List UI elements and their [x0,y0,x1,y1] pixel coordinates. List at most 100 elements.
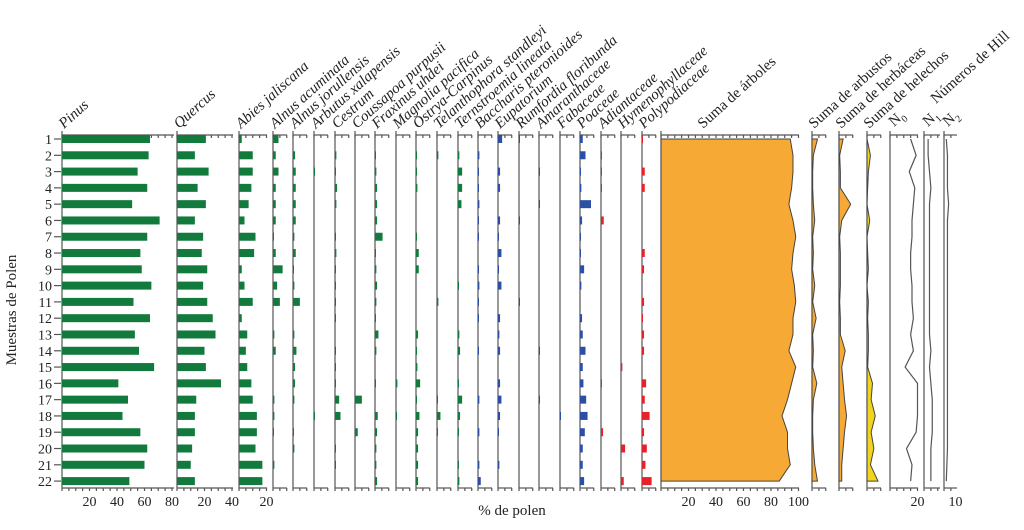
column-pinus-bar [62,411,123,420]
column-alnus-jorullensis-bar [293,200,296,209]
column-ostrya-carpinus-bar [416,428,419,437]
column-amaranthaceae-bar [539,346,540,355]
column-quercus-bar [177,460,191,469]
sum-0-area [660,138,797,482]
column-eupatorium-bar [498,249,502,258]
column-rumfordia-floribunda-bar [519,297,520,306]
column-pinus-label: Pinus [55,97,92,133]
column-ternstroemia-lineata-bar [458,460,459,469]
column-polypodiaceae-bar [642,330,645,339]
column-ostrya-carpinus-bar [416,265,419,274]
column-pinus-bar [62,249,141,258]
column-pinus-bar [62,297,134,306]
column-abies-jaliscana-bar [239,477,263,486]
column-pinus-bar [62,232,148,241]
column-alnus-acuminata-bar [273,428,274,437]
column-quercus-bar [177,151,195,160]
column-quercus-bar [177,265,208,274]
column-alnus-jorullensis-bar [293,183,296,192]
column-abies-jaliscana-bar [239,216,245,225]
column-quercus-bar [177,249,202,258]
column-eupatorium-bar [498,330,500,339]
column-hymenophyllaceae-bar [621,477,624,486]
y-axis-label: Muestras de Polen [4,254,20,365]
sample-label: 17 [38,394,52,409]
column-cestrum-bar [335,265,336,274]
column-alnus-acuminata-bar [273,395,275,404]
column-ostrya-carpinus-bar [416,363,418,372]
column-abies-jaliscana-bar [239,346,246,355]
column-polypodiaceae-bar [642,249,645,258]
hill-n2-label: N2 [940,107,964,132]
column-alnus-acuminata-bar [273,183,276,192]
column-abies-jaliscana-bar [239,460,263,469]
column-eupatorium-bar [498,379,501,388]
column-quercus-bar [177,379,221,388]
column-baccharis-pteronioides-bar [478,151,480,160]
sample-label: 5 [45,198,52,213]
column-poaceae-bar [580,200,591,209]
column-fraxinus-uhdei-bar [375,411,378,420]
column-poaceae-bar [580,167,581,176]
column-alnus-jorullensis-bar [293,297,300,306]
column-poaceae-bar [580,314,583,323]
column-pinus-bar [62,200,133,209]
tick-label: 20 [911,495,925,510]
column-poaceae-bar [580,151,586,160]
tick-label: 20 [83,495,97,510]
column-quercus-bar [177,314,213,323]
column-baccharis-pteronioides-bar [478,297,479,306]
column-quercus-bar [177,297,208,306]
column-abies-jaliscana-bar [239,183,252,192]
tick-label: 40 [225,495,239,510]
column-ternstroemia-lineata-bar [458,330,460,339]
column-abies-jaliscana-bar [239,428,257,437]
column-quercus-bar [177,167,209,176]
column-quercus-bar [177,363,206,372]
column-baccharis-pteronioides-bar [478,428,480,437]
column-quercus-bar [177,135,206,143]
column-eupatorium-bar [498,411,501,420]
sample-label: 2 [45,149,52,164]
column-baccharis-pteronioides-bar [478,460,480,469]
column-quercus-bar [177,444,193,453]
column-ternstroemia-lineata-bar [458,183,463,192]
column-pinus-bar [62,314,150,323]
column-pinus-bar [62,265,142,274]
tick-label: 80 [165,495,179,510]
column-quercus-bar [177,346,205,355]
column-poaceae-bar [580,395,587,404]
tick-label: 60 [737,495,751,510]
column-cestrum-bar [335,297,336,306]
column-alnus-jorullensis-bar [293,444,295,453]
column-cestrum-bar [335,232,336,241]
column-coussapoa-purpusii-bar [355,395,362,404]
column-adiantaceae-bar [601,167,602,176]
column-alnus-jorullensis-bar [293,330,295,339]
column-fraxinus-uhdei-bar [375,460,377,469]
column-polypodiaceae-bar [642,167,645,176]
column-ostrya-carpinus-bar [416,346,417,355]
column-abies-jaliscana-bar [239,265,242,274]
column-alnus-acuminata-bar [273,200,276,209]
column-abies-jaliscana-bar [239,167,253,176]
column-fraxinus-uhdei-bar [375,183,378,192]
column-alnus-jorullensis-bar [293,167,296,176]
column-ostrya-carpinus-bar [416,379,421,388]
column-cestrum-bar [335,411,341,420]
column-alnus-jorullensis-bar [293,281,295,290]
column-alnus-acuminata-bar [273,281,278,290]
sum-1-area [811,138,819,482]
column-cestrum-bar [335,444,336,453]
column-quercus-bar [177,395,197,404]
column-eupatorium-bar [498,232,499,241]
column-ostrya-carpinus-bar [416,232,417,241]
column-eupatorium-bar [498,395,502,404]
column-polypodiaceae-bar [642,135,643,143]
column-fraxinus-uhdei-bar [375,151,376,160]
column-polypodiaceae-bar [642,183,645,192]
column-alnus-jorullensis-bar [293,151,296,160]
column-ternstroemia-lineata-bar [458,379,459,388]
column-fraxinus-uhdei-bar [375,314,376,323]
